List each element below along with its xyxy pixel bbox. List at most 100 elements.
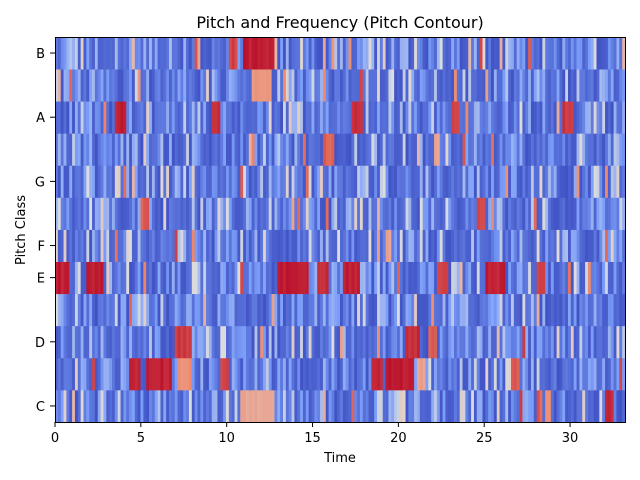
heatmap-cell [206,37,210,70]
heatmap-cell [342,293,347,327]
heatmap-cell [89,197,93,230]
heatmap-cell [342,325,347,359]
heatmap-cell [416,261,421,295]
heatmap-cell [385,37,389,70]
heatmap-cell [414,197,418,230]
heatmap-cell [491,69,495,102]
heatmap-cell [613,293,617,327]
heatmap-cell [585,37,589,70]
heatmap-cell [377,357,381,391]
heatmap-cell [325,325,329,359]
heatmap-cell [491,165,495,198]
heatmap-cell [151,293,156,327]
heatmap-cell [607,165,612,198]
heatmap-cell [60,69,64,102]
heatmap-cell [126,165,130,198]
heatmap-cell [562,133,566,166]
heatmap-cell [274,69,278,102]
heatmap-cell [385,165,389,198]
heatmap-cell [431,69,435,102]
heatmap-cell [448,197,452,230]
heatmap-cell [610,101,614,134]
heatmap-cell [231,165,235,198]
heatmap-cell [237,101,241,134]
heatmap-cell [439,165,443,198]
heatmap-cell [251,357,255,391]
heatmap-cell [243,389,247,423]
heatmap-cell [359,261,364,295]
heatmap-cell [77,37,82,70]
heatmap-cell [519,261,523,295]
heatmap-cell [114,101,119,134]
heatmap-cell [416,69,421,102]
heatmap-cell [519,69,523,102]
heatmap-cell [114,261,119,295]
heatmap-cell [248,101,253,134]
heatmap-cell [92,357,96,391]
heatmap-cell [268,69,272,102]
heatmap-cell [166,229,170,262]
heatmap-cell [425,261,429,295]
heatmap-cell [553,101,557,134]
heatmap-cell [60,325,64,359]
heatmap-cell [357,165,361,198]
heatmap-cell [354,197,358,230]
heatmap-cell [220,69,224,102]
heatmap-cell [305,101,310,134]
heatmap-cell [599,389,603,423]
heatmap-cell [60,101,64,134]
heatmap-cell [285,325,290,359]
heatmap-cell [599,357,603,391]
heatmap-cell [146,293,150,327]
heatmap-cell [496,229,500,262]
heatmap-cell [359,69,364,102]
heatmap-cell [106,165,110,198]
heatmap-cell [328,165,332,198]
heatmap-cell [522,37,526,70]
heatmap-cell [134,261,139,295]
heatmap-cell [482,229,486,262]
heatmap-cell [288,37,292,70]
heatmap-cell [248,133,253,166]
heatmap-cell [411,37,415,70]
heatmap-cell [530,133,535,166]
heatmap-cell [508,101,512,134]
heatmap-cell [573,261,577,295]
heatmap-cell [83,37,87,70]
heatmap-cell [334,69,338,102]
heatmap-cell [55,229,59,262]
heatmap-cell [191,357,196,391]
heatmap-cell [163,37,167,70]
y-tick-label: A [36,111,45,126]
heatmap-cell [288,165,292,198]
heatmap-cell [280,325,284,359]
heatmap-cell [436,165,441,198]
heatmap-cell [459,261,463,295]
heatmap-cell [206,325,210,359]
heatmap-cell [211,69,215,102]
heatmap-cell [317,229,321,262]
heatmap-cell [607,101,612,134]
heatmap-cell [211,229,215,262]
heatmap-cell [60,293,64,327]
heatmap-cell [587,325,592,359]
heatmap-cell [368,389,372,423]
heatmap-cell [568,293,572,327]
heatmap-cell [325,293,329,327]
heatmap-cell [231,101,235,134]
heatmap-cell [83,197,87,230]
heatmap-cell [120,133,124,166]
heatmap-cell [530,101,535,134]
heatmap-cell [314,389,318,423]
heatmap-cell [237,325,241,359]
heatmap-cell [69,37,73,70]
heatmap-cell [103,325,107,359]
heatmap-cell [337,325,341,359]
heatmap-cell [482,101,486,134]
heatmap-cell [516,101,520,134]
heatmap-cell [245,325,250,359]
heatmap-cell [340,389,344,423]
heatmap-cell [94,229,99,262]
heatmap-cell [451,389,455,423]
heatmap-cell [140,357,144,391]
